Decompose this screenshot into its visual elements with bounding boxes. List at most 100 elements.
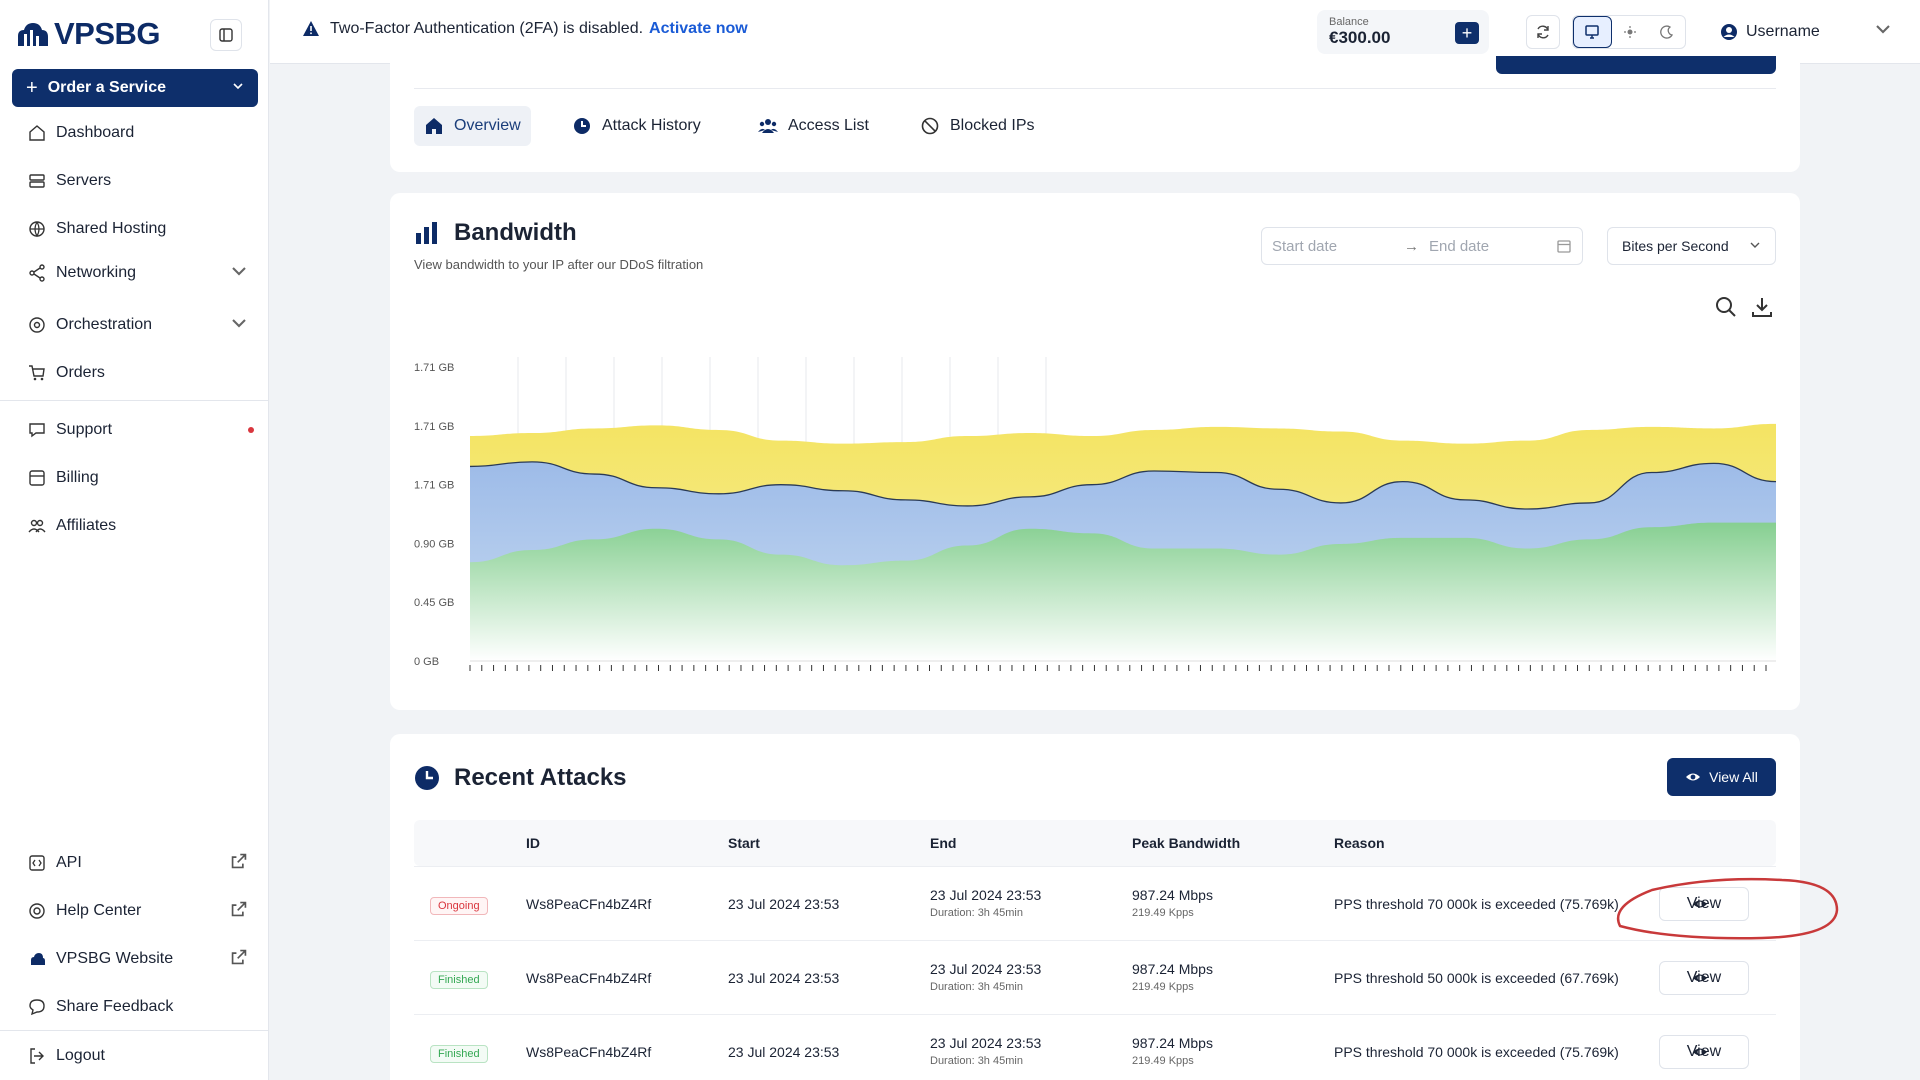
date-range-picker[interactable]: Start date → End date (1261, 227, 1583, 265)
tabs-card: Overview Attack History Access List Bloc… (390, 56, 1800, 172)
theme-light-button[interactable] (1612, 16, 1649, 48)
users-icon (758, 119, 778, 133)
sidebar-item-share-feedback[interactable]: Share Feedback (28, 992, 258, 1022)
blocked-icon (921, 117, 939, 135)
attack-duration: Duration: 3h 45min (930, 1055, 1023, 1067)
activate-2fa-link[interactable]: Activate now (649, 20, 748, 37)
refresh-button[interactable] (1526, 15, 1560, 49)
user-circle-icon (1721, 23, 1737, 40)
attack-kpps: 219.49 Kpps (1132, 1055, 1194, 1067)
sidebar-item-label: Dashboard (56, 124, 135, 141)
start-date-input[interactable]: Start date (1272, 237, 1338, 255)
clock-icon (415, 766, 439, 790)
eye-icon (1693, 1048, 1707, 1056)
table-header: ID Start End Peak Bandwidth Reason (414, 820, 1776, 866)
table-row: Finished Ws8PeaCFn4bZ4Rf 23 Jul 2024 23:… (414, 1014, 1776, 1080)
tab-overview[interactable]: Overview (414, 106, 531, 146)
vpsbg-logo[interactable]: VPSBG (14, 16, 161, 52)
plus-icon: + (26, 76, 38, 99)
sidebar-item-billing[interactable]: Billing (28, 463, 258, 493)
bandwidth-subtitle: View bandwidth to your IP after our DDoS… (414, 257, 704, 272)
order-service-button[interactable]: + Order a Service (12, 69, 258, 107)
tab-attack-history[interactable]: Attack History (562, 106, 711, 146)
download-icon[interactable] (1750, 295, 1774, 319)
attack-end: 23 Jul 2024 23:53 (930, 1035, 1042, 1051)
sidebar-item-vpsbg-website[interactable]: VPSBG Website (28, 944, 258, 974)
chevron-down-icon (1749, 238, 1761, 254)
units-select[interactable]: Bites per Second (1607, 227, 1776, 265)
zoom-icon[interactable] (1714, 295, 1738, 319)
sidebar-item-dashboard[interactable]: Dashboard (28, 118, 258, 148)
theme-dark-button[interactable] (1648, 16, 1685, 48)
sidebar-item-servers[interactable]: Servers (28, 166, 258, 196)
add-funds-button[interactable]: + (1455, 22, 1479, 44)
balance-widget: Balance €300.00 + (1317, 10, 1489, 54)
sidebar-item-networking[interactable]: Networking (28, 258, 258, 288)
balance-value: €300.00 (1329, 28, 1391, 47)
monitor-icon (1585, 25, 1600, 39)
theme-switcher (1572, 15, 1686, 49)
collapse-sidebar-button[interactable] (210, 19, 242, 51)
series-line-blue (469, 461, 1776, 510)
external-link-icon (230, 948, 258, 971)
view-label: View (1686, 895, 1722, 912)
attack-id: Ws8PeaCFn4bZ4Rf (526, 970, 652, 986)
attack-start: 23 Jul 2024 23:53 (728, 970, 840, 986)
users-icon (28, 519, 46, 533)
billing-icon (29, 470, 45, 486)
sidebar-item-label: Networking (56, 264, 137, 281)
tab-access-list[interactable]: Access List (748, 106, 879, 146)
attack-peak: 987.24 Mbps (1132, 1035, 1213, 1051)
view-all-label: View All (1709, 769, 1758, 785)
view-label: View (1686, 969, 1722, 986)
sidebar-item-logout[interactable]: Logout (28, 1041, 258, 1071)
tab-blocked-ips[interactable]: Blocked IPs (910, 106, 1044, 146)
tab-label: Access List (788, 117, 869, 134)
eye-icon (1686, 773, 1701, 781)
sidebar-item-shared-hosting[interactable]: Shared Hosting (28, 214, 258, 244)
user-menu[interactable]: Username (1720, 20, 1900, 43)
bandwidth-title-text: Bandwidth (454, 219, 577, 246)
sidebar-item-help-center[interactable]: Help Center (28, 896, 258, 926)
tab-label: Attack History (602, 117, 701, 134)
tab-label: Blocked IPs (950, 117, 1035, 134)
column-header-end: End (930, 835, 957, 851)
sidebar-item-api[interactable]: API (28, 848, 258, 878)
chat-icon (29, 423, 45, 438)
2fa-alert: Two-Factor Authentication (2FA) is disab… (302, 20, 748, 38)
action-button-partial[interactable] (1496, 56, 1776, 74)
y-tick-label: 0.90 GB (414, 538, 454, 550)
bandwidth-title: Bandwidth (414, 219, 577, 247)
moon-icon (1659, 25, 1673, 39)
view-attack-button[interactable]: View (1659, 961, 1749, 995)
sidebar-item-affiliates[interactable]: Affiliates (28, 511, 258, 541)
y-tick-label: 0.45 GB (414, 597, 454, 609)
view-attack-button[interactable]: View (1659, 887, 1749, 921)
external-link-icon (230, 900, 258, 923)
sidebar-item-support[interactable]: Support (28, 415, 258, 445)
view-attack-button[interactable]: View (1659, 1035, 1749, 1069)
y-tick-label: 1.71 GB (414, 362, 454, 374)
sidebar-item-label: Logout (56, 1047, 105, 1064)
status-badge: Finished (430, 971, 488, 989)
column-header-start: Start (728, 835, 760, 851)
column-header-id: ID (526, 835, 540, 851)
column-header-peak-bandwidth: Peak Bandwidth (1132, 835, 1241, 851)
view-all-button[interactable]: View All (1667, 758, 1776, 796)
logout-icon (30, 1048, 44, 1064)
sidebar-item-label: Billing (56, 469, 99, 486)
recent-attacks-card: Recent Attacks View All ID Start End Pea… (390, 734, 1800, 1080)
attack-id: Ws8PeaCFn4bZ4Rf (526, 1044, 652, 1060)
warning-icon (303, 21, 319, 36)
cloud-icon (31, 953, 45, 965)
end-date-input[interactable]: End date (1428, 237, 1490, 255)
message-icon (29, 999, 45, 1016)
sidebar-item-label: Affiliates (56, 517, 117, 534)
sidebar-item-label: VPSBG Website (56, 950, 174, 967)
sidebar-item-orders[interactable]: Orders (28, 358, 258, 388)
units-value: Bites per Second (1622, 238, 1729, 254)
calendar-icon (1557, 240, 1571, 253)
sidebar-item-orchestration[interactable]: Orchestration (28, 310, 258, 340)
theme-system-button[interactable] (1573, 16, 1612, 48)
sidebar-item-label: Orchestration (56, 316, 153, 333)
